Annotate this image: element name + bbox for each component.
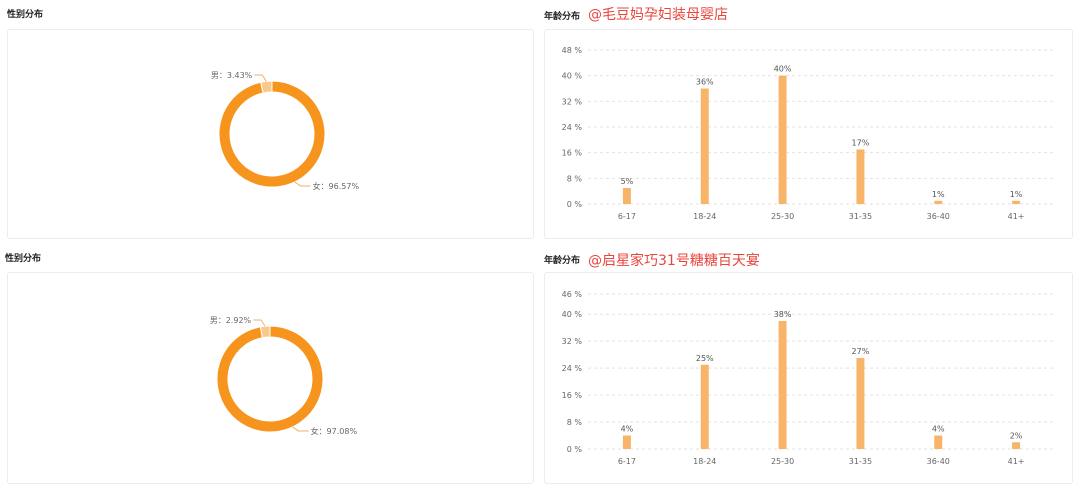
y-tick-label: 0 % [567, 200, 583, 209]
pie-slice-female [216, 325, 324, 433]
y-tick-label: 8 % [567, 418, 583, 427]
pie-slice-female [218, 80, 326, 188]
bar-value-label: 5% [621, 177, 634, 186]
y-tick-label: 40 % [562, 310, 583, 319]
y-tick-label: 32 % [562, 337, 583, 346]
bar-18-24 [700, 364, 709, 449]
bar-41+ [1012, 442, 1021, 449]
bar-value-label: 38% [774, 310, 792, 319]
pie-label-female: 女：97.08% [311, 426, 358, 436]
age-bar-chart-1: 0 % 8 % 16 % 24 % 32 % 40 % 48 % 5% 6-17 36% 18-24… [562, 46, 1055, 221]
bar-6-17 [622, 435, 631, 449]
pie-leader-female [294, 181, 311, 187]
pie-label-male: 男：2.92% [210, 316, 252, 325]
y-tick-label: 16 % [562, 149, 583, 158]
x-category-label: 36-40 [927, 212, 950, 221]
store-name-2: @启星家巧31号糖糖百天宴 [588, 253, 760, 269]
bar-value-label: 36% [696, 78, 714, 87]
bar-31-35 [856, 149, 865, 204]
x-category-label: 41+ [1008, 457, 1025, 466]
x-category-label: 6-17 [618, 457, 636, 466]
x-category-label: 31-35 [849, 457, 872, 466]
x-category-label: 6-17 [618, 212, 636, 221]
store-name-1: @毛豆妈孕妇装母婴店 [588, 7, 728, 23]
bar-36-40 [934, 435, 943, 449]
bar-36-40 [934, 200, 943, 204]
bar-31-35 [856, 358, 865, 449]
x-category-label: 36-40 [927, 457, 950, 466]
bar-value-label: 25% [696, 354, 714, 363]
bar-value-label: 2% [1010, 431, 1023, 440]
pie-leader-female [292, 426, 309, 432]
y-tick-label: 40 % [562, 72, 583, 81]
age-chart-card-2: 0 % 8 % 16 % 24 % 32 % 40 % 46 % 4% 6-17 25% 18-24… [544, 272, 1073, 484]
age-chart-card-1: 0 % 8 % 16 % 24 % 32 % 40 % 48 % 5% 6-17 36% 18-24… [544, 29, 1073, 239]
gender-donut-chart-1: 男：3.43% 女：96.57% [211, 71, 360, 191]
y-tick-label: 32 % [562, 97, 583, 106]
gender-distribution-title-2: 性别分布 [5, 254, 42, 264]
y-tick-label: 8 % [567, 174, 583, 183]
age-distribution-title-2: 年龄分布 [544, 256, 581, 266]
bar-18-24 [700, 88, 709, 204]
gender-chart-card-1: 男：3.43% 女：96.57% [7, 29, 534, 239]
bar-value-label: 27% [852, 347, 870, 356]
x-category-label: 31-35 [849, 212, 872, 221]
bar-25-30 [778, 320, 787, 449]
x-category-label: 41+ [1008, 212, 1025, 221]
gender-distribution-title-1: 性别分布 [7, 10, 44, 20]
gender-donut-chart-2: 男：2.92% 女：97.08% [210, 316, 358, 436]
pie-label-male: 男：3.43% [211, 71, 253, 80]
y-tick-label: 24 % [562, 364, 583, 373]
y-tick-label: 46 % [562, 290, 583, 299]
age-distribution-title-1: 年龄分布 [544, 12, 581, 22]
bar-value-label: 1% [1010, 190, 1023, 199]
y-tick-label: 24 % [562, 123, 583, 132]
bar-value-label: 4% [932, 425, 945, 434]
bar-6-17 [622, 187, 631, 204]
bar-value-label: 1% [932, 190, 945, 199]
bar-25-30 [778, 75, 787, 204]
x-category-label: 25-30 [771, 212, 794, 221]
bar-41+ [1012, 200, 1021, 204]
x-category-label: 18-24 [693, 212, 716, 221]
bar-value-label: 40% [774, 65, 792, 74]
x-category-label: 25-30 [771, 457, 794, 466]
y-tick-label: 48 % [562, 46, 583, 55]
age-bar-chart-2: 0 % 8 % 16 % 24 % 32 % 40 % 46 % 4% 6-17 25% 18-24… [562, 290, 1055, 466]
y-tick-label: 16 % [562, 391, 583, 400]
bar-value-label: 4% [621, 425, 634, 434]
pie-leader-male [253, 319, 266, 327]
pie-leader-male [254, 74, 267, 82]
bar-value-label: 17% [852, 138, 870, 147]
pie-label-female: 女：96.57% [313, 181, 360, 191]
x-category-label: 18-24 [693, 457, 716, 466]
y-tick-label: 0 % [567, 445, 583, 454]
gender-chart-card-2: 男：2.92% 女：97.08% [7, 272, 534, 484]
